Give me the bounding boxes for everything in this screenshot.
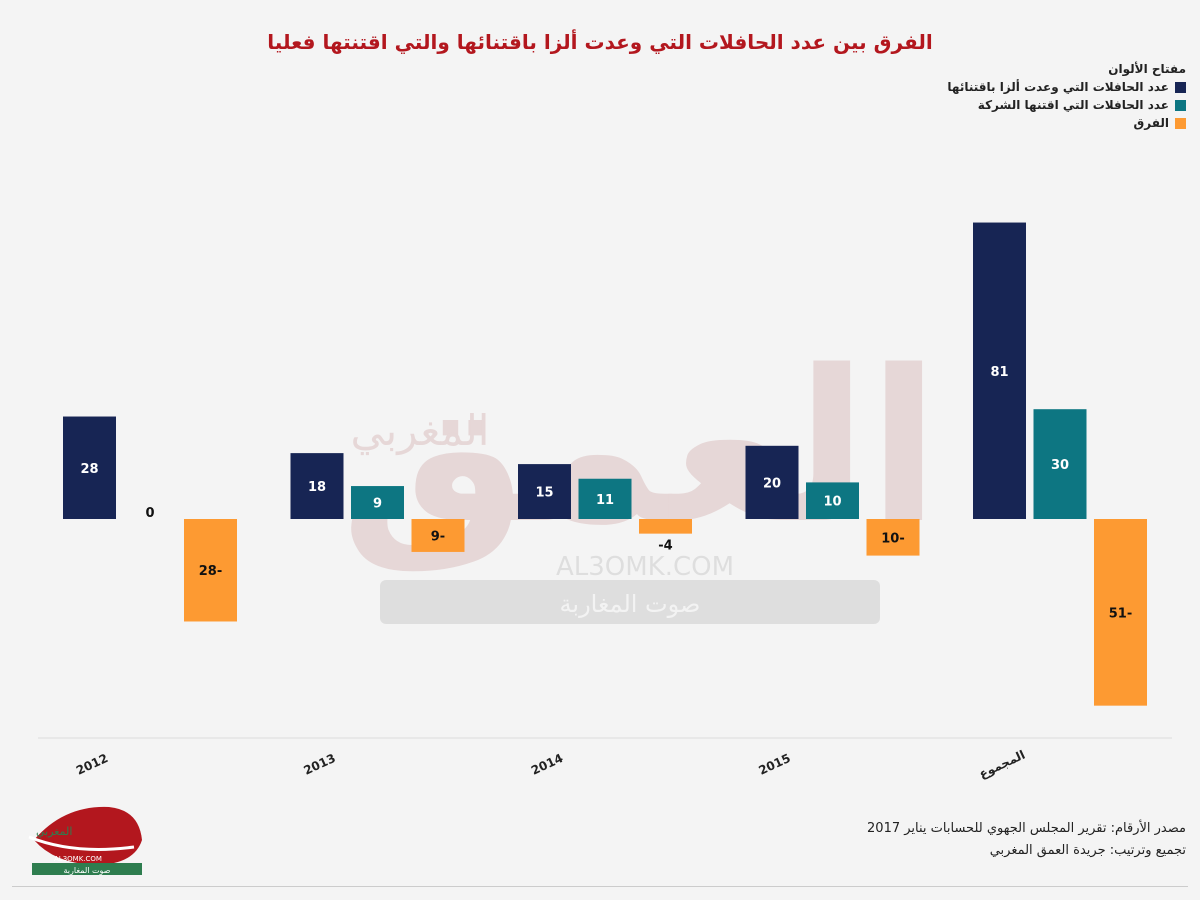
bar-promised-3 (745, 445, 799, 519)
x-tick-label-1: 2013 (301, 751, 337, 778)
logo-tagline: صوت المغاربة (64, 866, 111, 875)
x-tick-label-0: 2012 (74, 751, 110, 778)
watermark-url: AL3OMK.COM (556, 552, 734, 582)
data-label-difference-0: 28- (199, 564, 223, 579)
data-label-acquired-1: 9 (373, 497, 382, 512)
bar-acquired-4 (1033, 409, 1087, 519)
legend-item-promised: عدد الحافلات التي وعدت ألزا باقتنائها (947, 80, 1186, 94)
data-label-difference-3: 10- (881, 531, 905, 546)
watermark-subtitle: المغربي (351, 406, 490, 456)
bar-difference-0 (184, 519, 237, 622)
logo-band (32, 863, 142, 875)
bar-difference-1 (411, 519, 465, 552)
logo-stroke (28, 835, 135, 851)
footer-divider (12, 886, 1188, 887)
legend-swatch-acquired (1175, 99, 1186, 111)
data-label-difference-1: 9- (431, 529, 445, 544)
legend-label-difference: الفرق (1133, 116, 1169, 130)
bar-promised-4 (973, 222, 1026, 520)
data-label-acquired-2: 11 (596, 493, 614, 508)
data-label-difference-4: 51- (1109, 606, 1133, 621)
credit-text: تجميع وترتيب: جريدة العمق المغربي (989, 843, 1186, 858)
bar-promised-1 (290, 453, 344, 519)
bar-acquired-3 (806, 482, 859, 519)
bar-acquired-1 (351, 486, 404, 519)
logo-mark (34, 806, 142, 865)
legend-swatch-promised (1175, 81, 1186, 93)
logo-url: AL3OMK.COM (54, 855, 102, 863)
legend-label-promised: عدد الحافلات التي وعدت ألزا باقتنائها (947, 80, 1169, 94)
watermark-band (380, 580, 880, 624)
data-label-acquired-0: 0 (145, 506, 154, 521)
data-label-acquired-4: 30 (1051, 458, 1069, 473)
bar-acquired-2 (578, 478, 632, 519)
logo-subtitle: المغربي (36, 825, 72, 838)
source-block: مصدر الأرقام: تقرير المجلس الجهوي للحساب… (867, 818, 1186, 862)
bars-group: 28 0 28- 18 9 9- 15 11 -4 20 10 10- 81 30 51- (63, 222, 1147, 706)
data-label-promised-3: 20 (763, 476, 781, 491)
data-label-acquired-3: 10 (823, 495, 841, 510)
bar-difference-3 (866, 519, 920, 556)
source-text: مصدر الأرقام: تقرير المجلس الجهوي للحساب… (867, 821, 1186, 836)
chart-title: الفرق بين عدد الحافلات التي وعدت ألزا با… (267, 30, 933, 54)
data-label-promised-1: 18 (308, 480, 326, 495)
watermark: العمق المغربي AL3OMK.COM صوت المغاربة (340, 325, 940, 624)
legend-item-acquired: عدد الحافلات التي اقتنها الشركة (947, 98, 1186, 112)
legend-item-difference: الفرق (947, 116, 1186, 130)
x-tick-label-4: المجموع (977, 748, 1028, 782)
bar-promised-0 (63, 416, 116, 519)
x-tick-label-3: 2015 (756, 751, 792, 778)
legend-label-acquired: عدد الحافلات التي اقتنها الشركة (977, 98, 1169, 112)
x-tick-label-2: 2014 (529, 751, 565, 778)
legend: مفتاح الألوان عدد الحافلات التي وعدت ألز… (947, 62, 1186, 134)
x-tick-labels: 2012 2013 2014 2015 المجموع (74, 748, 1028, 782)
data-label-promised-4: 81 (990, 365, 1008, 380)
bar-difference-2 (639, 519, 692, 534)
legend-title: مفتاح الألوان (1108, 62, 1186, 76)
legend-swatch-difference (1175, 117, 1186, 129)
bar-promised-2 (518, 464, 571, 519)
data-label-difference-2: -4 (658, 539, 672, 554)
watermark-tagline: صوت المغاربة (560, 590, 701, 618)
bar-difference-4 (1094, 519, 1147, 706)
brand-logo: المغربي AL3OMK.COM صوت المغاربة (28, 806, 142, 875)
data-label-promised-2: 15 (535, 486, 553, 501)
data-label-promised-0: 28 (80, 462, 98, 477)
